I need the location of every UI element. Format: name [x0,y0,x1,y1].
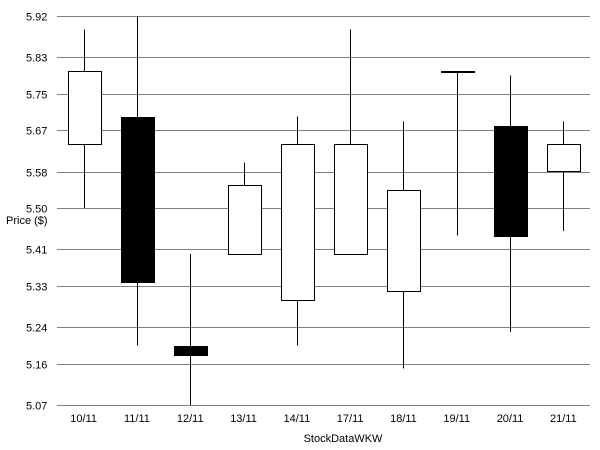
x-tick-label-4: 14/11 [283,413,310,425]
y-tick-label-6: 5.41 [26,245,47,257]
candle-body [121,117,155,283]
y-tick-label-10: 5.07 [26,401,47,413]
y-tick-label-8: 5.24 [26,323,47,335]
y-tick-label-4: 5.58 [26,168,47,180]
x-axis-title: StockDataWKW [304,433,383,445]
candle-body [441,71,475,73]
y-tick-label-2: 5.75 [26,90,47,102]
candle-body [68,71,102,145]
y-tick-label-0: 5.92 [26,12,47,24]
candle-body [547,144,581,172]
candle-body [387,190,421,292]
y-tick-label-5: 5.50 [26,204,47,216]
candle-14/11 [281,116,315,346]
candle-17/11 [334,29,368,255]
x-tick-label-0: 10/11 [70,413,97,425]
x-tick-label-5: 17/11 [337,413,364,425]
candle-11/11 [121,16,155,346]
candle-20/11 [494,75,528,332]
x-tick-label-7: 19/11 [443,413,470,425]
y-tick-label-7: 5.33 [26,282,47,294]
candle-19/11 [441,70,475,236]
y-tick-labels: 5.92 5.83 5.75 5.67 5.58 5.50 5.41 5.33 5.24 5.16… [26,12,47,413]
candle-10/11 [68,29,102,209]
candle-18/11 [387,121,421,369]
x-tick-label-6: 18/11 [390,413,417,425]
candle-body [228,185,262,255]
candle-21/11 [547,121,581,232]
candle-body [281,144,315,301]
y-tick-label-9: 5.16 [26,360,47,372]
candle-13/11 [228,162,262,255]
x-tick-label-2: 12/11 [177,413,204,425]
y-tick-label-1: 5.83 [26,53,47,65]
x-tick-labels: 10/11 11/11 12/11 13/11 14/11 17/11 18/11 19/11… [70,413,576,425]
candle-body [174,346,208,356]
x-tick-label-1: 11/11 [124,413,150,425]
x-tick-label-9: 21/11 [550,413,577,425]
candles [68,16,581,405]
candle-12/11 [174,253,208,405]
candle-body [494,126,528,237]
x-tick-label-3: 13/11 [230,413,257,425]
x-tick-label-8: 20/11 [497,413,524,425]
y-axis-title: Price ($) [6,215,48,227]
y-tick-label-3: 5.67 [26,126,47,138]
candle-body [334,144,368,255]
